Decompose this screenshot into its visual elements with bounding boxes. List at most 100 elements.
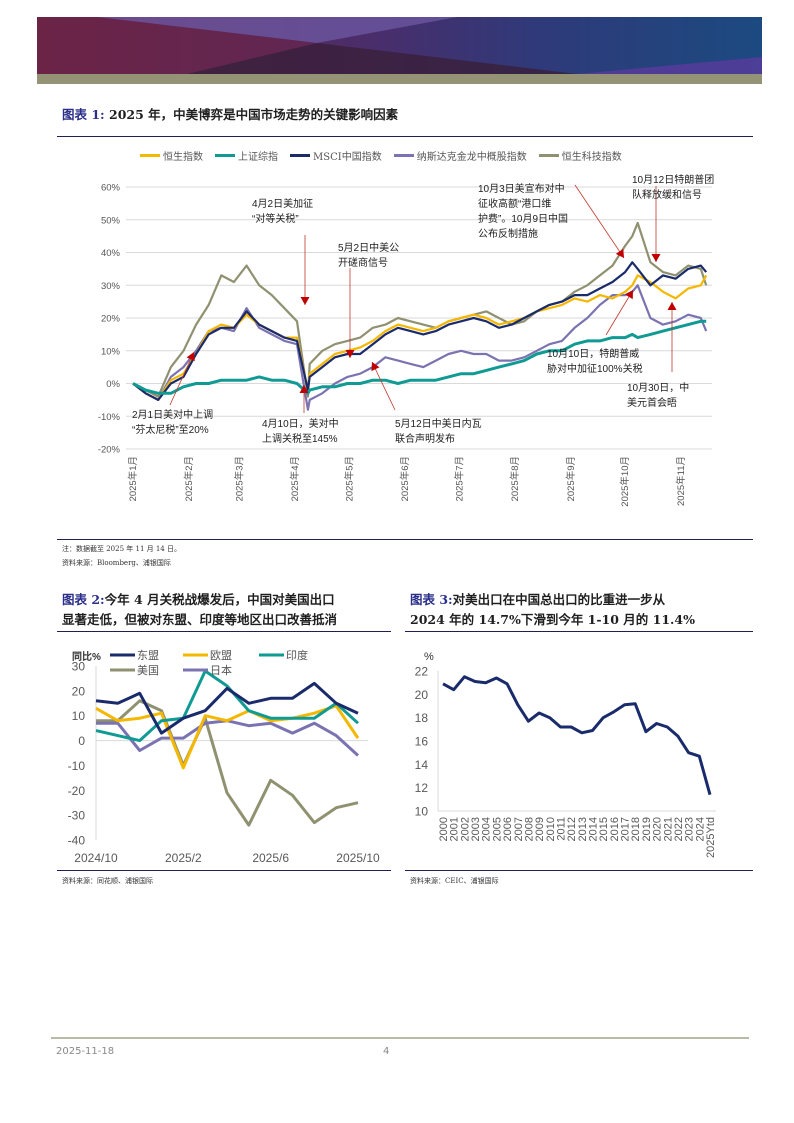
y-tick-label: 10% bbox=[101, 346, 121, 357]
legend-item: MSCI中国指数 bbox=[290, 148, 382, 163]
annotation-line: 联合声明发布 bbox=[395, 432, 455, 445]
annotation-label: 10月10日，特朗普威胁对中加征100%关税 bbox=[547, 347, 643, 375]
legend-item: 上证综指 bbox=[215, 148, 278, 163]
annotation-label: 4月2日美加征 “对等关税” bbox=[252, 197, 313, 225]
series-line-5 bbox=[132, 221, 708, 398]
x-tick-label: 2010 bbox=[545, 817, 557, 841]
annotation-label: 10月12日特朗普团队释放缓和信号 bbox=[632, 173, 714, 201]
annotation-arrowhead-icon bbox=[371, 362, 380, 372]
x-tick-label: 2025年3月 bbox=[233, 456, 245, 501]
annotation-line: 10月30日，中 bbox=[627, 381, 689, 394]
annotation-label: 10月30日，中美元首会晤 bbox=[627, 381, 689, 409]
x-tick-label: 2025/6 bbox=[252, 851, 289, 865]
annotation-arrowhead-icon bbox=[345, 350, 355, 358]
figure3-title-line2: 2024 年的 14.7%下滑到今年 1-10 月的 11.4% bbox=[410, 612, 695, 627]
x-tick-label: 2025年1月 bbox=[127, 456, 139, 501]
y-tick-label: -10% bbox=[98, 412, 121, 423]
legend-swatch bbox=[215, 154, 235, 157]
x-tick-label: 2000 bbox=[438, 817, 450, 841]
legend-swatch bbox=[290, 154, 310, 157]
figure2-source: 资料来源：同花顺、浦银国际 bbox=[62, 877, 153, 885]
x-tick-label: 2005 bbox=[491, 817, 503, 841]
series-line-1 bbox=[95, 681, 359, 735]
x-tick-label: 2025年7月 bbox=[453, 456, 465, 501]
legend-label: 恒生科技指数 bbox=[561, 152, 622, 163]
figure2-title: 图表 2:今年 4 月关税战爆发后，中国对美国出口 显著走低，但被对东盟、印度等… bbox=[62, 590, 337, 630]
legend-label: 日本 bbox=[210, 663, 232, 677]
annotation-line: 10月3日美宣布对中 bbox=[478, 182, 565, 195]
y-tick-label: 50% bbox=[101, 215, 121, 226]
annotation-arrowhead-icon bbox=[651, 254, 661, 262]
legend-swatch bbox=[538, 154, 559, 157]
x-tick-label: 2008 bbox=[523, 817, 535, 841]
annotation-line: 4月2日美加征 bbox=[252, 197, 313, 210]
annotation-arrow-line bbox=[371, 361, 396, 411]
annotation-label: 5月12日中美日内瓦联合声明发布 bbox=[395, 417, 482, 445]
figure1-top-rule bbox=[57, 136, 753, 137]
series-line-1 bbox=[442, 675, 712, 796]
series-line-2 bbox=[132, 319, 707, 395]
x-tick-label: 2025年10月 bbox=[619, 456, 631, 507]
series-line-5 bbox=[96, 719, 360, 757]
legend-swatch bbox=[140, 154, 160, 157]
annotation-line: 开磋商信号 bbox=[338, 256, 388, 269]
legend-label: 纳斯达克金龙中概股指数 bbox=[416, 152, 527, 163]
legend-item: 纳斯达克金龙中概股指数 bbox=[393, 148, 527, 163]
y-tick-label: -10 bbox=[68, 759, 86, 773]
annotation-line: 胁对中加征100%关税 bbox=[547, 362, 643, 375]
y-tick-label: 22 bbox=[415, 665, 429, 679]
annotation-label: 4月10日，美对中上调关税至145% bbox=[262, 417, 339, 445]
figure1-title-text: 2025 年，中美博弈是中国市场走势的关键影响因素 bbox=[109, 107, 399, 122]
y-tick-label: 0% bbox=[106, 379, 120, 390]
legend-label: 美国 bbox=[137, 664, 159, 677]
x-tick-label: 2014 bbox=[588, 817, 600, 841]
x-tick-label: 2025年2月 bbox=[183, 456, 195, 501]
figure3-title: 图表 3:对美出口在中国总出口的比重进一步从 2024 年的 14.7%下滑到今… bbox=[410, 590, 695, 630]
x-tick-label: 2025/10 bbox=[336, 851, 380, 865]
annotation-line: 10月10日，特朗普威 bbox=[547, 347, 639, 360]
annotation-line: 上调关税至145% bbox=[262, 432, 338, 445]
figure2-label: 图表 2: bbox=[62, 592, 105, 607]
x-tick-label: 2015 bbox=[598, 817, 610, 841]
y-tick-label: 10 bbox=[415, 805, 429, 819]
series-line-4 bbox=[132, 284, 708, 411]
y-tick-label: -40 bbox=[68, 834, 86, 848]
annotation-line: “对等关税” bbox=[252, 212, 299, 225]
legend-item: 恒生指数 bbox=[140, 148, 203, 163]
figure1-note: 注：数据截至 2025 年 11 月 14 日。 bbox=[62, 545, 181, 553]
figure1-label: 图表 1: bbox=[62, 107, 105, 122]
annotation-label: 2月1日美对中上调 “芬太尼税”至20% bbox=[132, 408, 213, 436]
legend-swatch bbox=[393, 154, 414, 157]
series-line-2 bbox=[95, 704, 360, 770]
legend-label: 恒生指数 bbox=[163, 152, 203, 163]
legend-label: 上证综指 bbox=[238, 152, 278, 163]
y-tick-label: 16 bbox=[415, 735, 429, 749]
annotation-arrowhead-icon bbox=[615, 248, 624, 258]
annotation-label: 10月3日美宣布对中征收高额“港口维护费”。10月9日中国公布反制措施 bbox=[478, 182, 568, 240]
footer-rule bbox=[51, 1037, 749, 1039]
figure2-title-line1: 今年 4 月关税战爆发后，中国对美国出口 bbox=[104, 592, 335, 607]
annotation-arrow-line bbox=[605, 289, 634, 336]
annotation-arrowhead-icon bbox=[625, 290, 633, 300]
y-tick-label: 18 bbox=[415, 711, 429, 725]
annotation-line: 队释放缓和信号 bbox=[632, 188, 702, 201]
annotation-label: 5月2日中美公开磋商信号 bbox=[338, 241, 399, 269]
figure1-source: 资料来源：Bloomberg、浦银国际 bbox=[62, 559, 171, 567]
figure1-bottom-rule bbox=[57, 539, 753, 540]
annotation-arrow-line bbox=[574, 184, 625, 259]
series-line-3 bbox=[95, 669, 360, 743]
annotation-line: 4月10日，美对中 bbox=[262, 417, 339, 430]
x-tick-label: 2019 bbox=[641, 817, 653, 841]
x-tick-label: 2011 bbox=[555, 817, 567, 841]
annotation-line: 10月12日特朗普团 bbox=[632, 173, 714, 186]
x-tick-label: 2016 bbox=[609, 817, 621, 841]
figure3-source: 资料来源：CEIC、浦银国际 bbox=[410, 877, 499, 885]
y-axis-title: % bbox=[424, 651, 434, 663]
x-tick-label: 2002 bbox=[459, 817, 471, 841]
figure2-title-line2: 显著走低，但被对东盟、印度等地区出口改善抵消 bbox=[62, 612, 338, 627]
x-tick-label: 2025Ytd bbox=[705, 817, 717, 858]
x-tick-label: 2025年11月 bbox=[675, 456, 687, 506]
x-tick-label: 2001 bbox=[449, 817, 461, 841]
y-tick-label: 30% bbox=[101, 281, 121, 292]
legend-label: MSCI中国指数 bbox=[313, 152, 382, 163]
